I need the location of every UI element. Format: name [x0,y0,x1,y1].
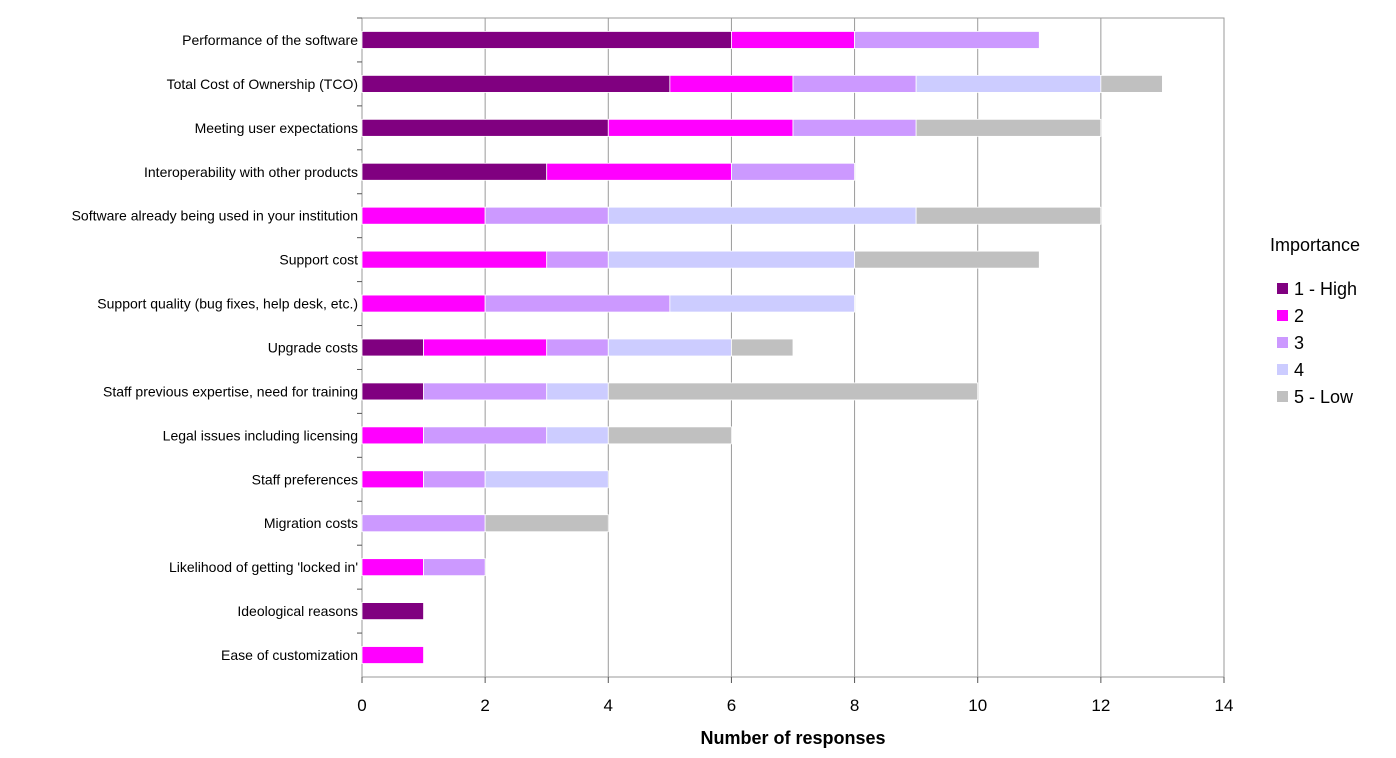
bar-segment [669,294,855,313]
x-tick-labels: 0 2 4 6 8 10 12 14 [357,696,1233,715]
category-label: Interoperability with other products [144,164,358,180]
bar-segment [423,426,548,445]
bar-segment [731,338,794,357]
bar-segment [361,646,424,664]
category-label: Staff previous expertise, need for train… [103,383,358,399]
bar-segment [731,162,855,181]
category-label: Legal issues including licensing [163,427,358,443]
bar-segment [607,206,917,225]
bar-segment [792,118,917,137]
bar-segment [361,558,424,577]
category-label: Meeting user expectations [195,120,358,136]
category-label: Software already being used in your inst… [72,208,358,224]
category-label: Support quality (bug fixes, help desk, e… [97,296,358,312]
x-tick-label: 0 [357,696,366,715]
bar-segment [361,426,424,445]
legend-swatch [1277,337,1288,348]
bar-segment [361,118,609,137]
category-label: Migration costs [264,515,358,531]
category-label: Upgrade costs [268,340,358,356]
category-label: Ease of customization [221,647,358,663]
category-label: Total Cost of Ownership (TCO) [167,76,358,92]
bar-segment [854,31,1040,49]
legend-swatch [1277,283,1288,294]
bar-segment [361,602,424,620]
bar-segment [361,294,486,313]
bar-segment [915,118,1102,137]
bar-segment [546,338,609,357]
x-axis-title: Number of responses [700,728,885,748]
x-tick-label: 8 [850,696,859,715]
bar-segment [484,206,609,225]
legend-swatch [1277,364,1288,375]
category-label: Performance of the software [182,32,358,48]
bar-segment [361,75,671,93]
x-tick-label: 10 [968,696,987,715]
bar-segment [361,31,732,49]
bar-segment [361,514,486,533]
x-tick-label: 14 [1215,696,1234,715]
bar-segment [669,75,794,93]
bar-segment [1100,75,1163,93]
bar-segment [361,382,424,401]
legend: Importance 1 - High 2 3 4 5 - Low [1270,235,1360,407]
legend-label: 1 - High [1294,279,1357,299]
bar-segment [546,250,609,269]
bar-segment [423,470,486,489]
bar-segment [546,162,732,181]
legend-title: Importance [1270,235,1360,255]
bar-segment [607,338,732,357]
x-tick-label: 2 [480,696,489,715]
bar-segment [484,470,609,489]
bar-segment [546,382,609,401]
x-tick-label: 4 [604,696,613,715]
bar-segment [361,206,486,225]
bar-segment [423,338,548,357]
category-label: Likelihood of getting 'locked in' [169,559,358,575]
category-labels: Performance of the software Total Cost of… [72,32,359,663]
bar-segment [361,338,424,357]
bar-segment [361,250,548,269]
bar-segment [915,206,1102,225]
bar-segment [607,426,732,445]
bar-segment [792,75,917,93]
bar-segment [423,382,548,401]
legend-swatch [1277,391,1288,402]
bar-segment [484,294,671,313]
bar-segment [607,382,979,401]
legend-swatch [1277,310,1288,321]
x-tick-label: 12 [1091,696,1110,715]
bar-segment [546,426,609,445]
bar-segment [361,162,548,181]
bars [361,31,1163,664]
bar-segment [607,118,794,137]
bar-segment [361,470,424,489]
legend-label: 5 - Low [1294,387,1354,407]
bar-segment [915,75,1102,93]
bar-segment [607,250,855,269]
category-label: Support cost [279,252,358,268]
bar-segment [484,514,609,533]
category-label: Ideological reasons [237,603,358,619]
x-tick-label: 6 [727,696,736,715]
legend-label: 3 [1294,333,1304,353]
legend-label: 4 [1294,360,1304,380]
category-label: Staff preferences [252,471,358,487]
bar-segment [854,250,1040,269]
legend-label: 2 [1294,306,1304,326]
bar-segment [423,558,486,577]
bar-segment [731,31,855,49]
